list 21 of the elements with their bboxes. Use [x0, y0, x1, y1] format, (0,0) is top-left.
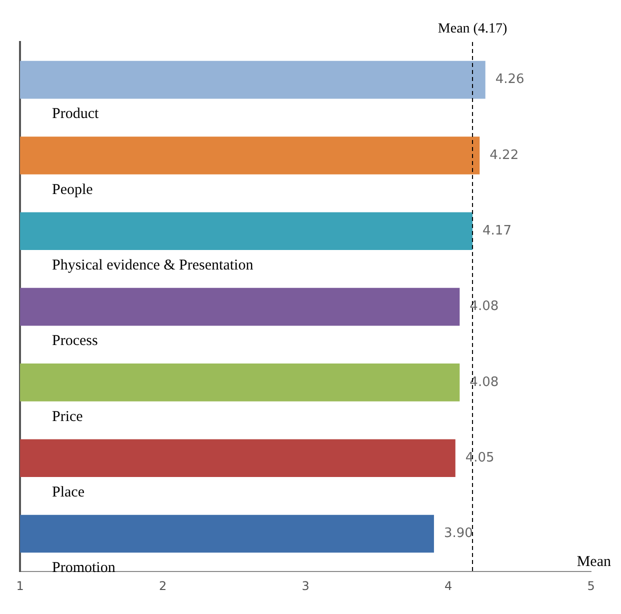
- x-tick-label: 5: [587, 578, 595, 593]
- data-label: 4.08: [470, 374, 499, 390]
- data-label: 4.17: [482, 224, 512, 239]
- y-tick-label: People: [52, 182, 94, 198]
- data-label: 4.05: [465, 450, 494, 466]
- y-tick-label: Physical evidence & Presentation: [52, 257, 254, 274]
- data-label: 4.08: [470, 299, 499, 314]
- x-tick-label: 3: [302, 578, 310, 593]
- y-tick-label: Process: [52, 333, 98, 350]
- x-tick-label: 4: [444, 578, 452, 593]
- x-tick-label: 2: [158, 578, 167, 593]
- data-label: 3.90: [444, 526, 473, 542]
- y-tick-label: Promotion: [52, 560, 116, 576]
- data-label: 4.26: [495, 72, 524, 88]
- data-label: 4.22: [490, 148, 519, 163]
- y-tick-label: Price: [52, 408, 84, 425]
- y-tick-label: Place: [52, 484, 85, 500]
- y-tick-label: Product: [52, 106, 100, 122]
- ref-line-label: Mean (4.17): [438, 22, 508, 37]
- x-tick-label: 1: [16, 578, 24, 593]
- x-axis-title: Mean: [576, 554, 612, 570]
